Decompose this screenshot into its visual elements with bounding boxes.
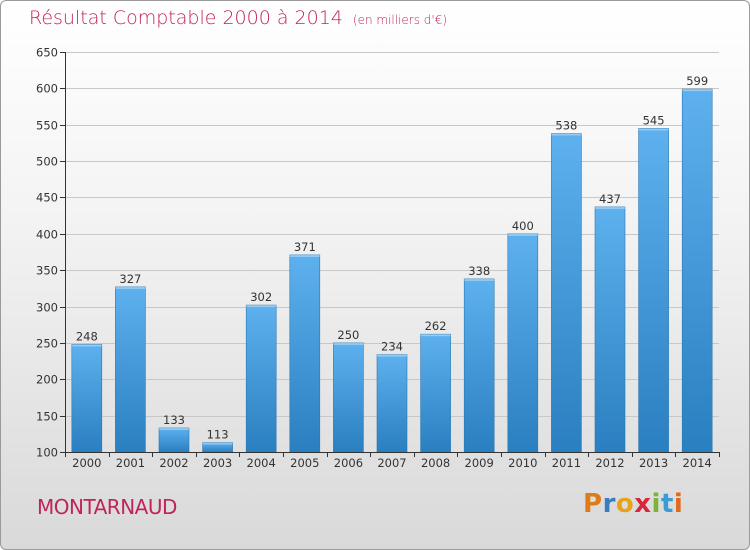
bar-2006 [333,342,364,453]
y-tick-label: 300 [36,301,58,315]
bar-highlight [246,305,277,308]
x-tick-label: 2007 [377,456,406,470]
y-tick-label: 200 [36,373,58,387]
y-tick-label: 450 [36,191,58,205]
bar-2004 [245,304,277,453]
bars [71,88,713,453]
y-tick-label: 400 [36,228,58,242]
data-label-2008: 262 [425,319,447,333]
x-tick-label: 2012 [595,456,624,470]
bar-2010 [507,233,539,453]
y-tick-label: 600 [36,82,58,96]
bar-highlight [333,342,364,345]
commune-name: MONTARNAUD [37,495,177,519]
y-tick-label: 350 [36,264,58,278]
logo-letter: x [634,489,652,519]
x-tick-label: 2014 [683,456,712,470]
bar-2009 [463,278,495,453]
data-label-2011: 538 [555,118,577,132]
x-tick-label: 2009 [465,456,494,470]
data-label-2012: 437 [599,192,621,206]
data-label-2001: 327 [119,272,141,286]
x-tick-label: 2004 [247,456,276,470]
bar-highlight [420,334,451,337]
x-tick-label: 2010 [508,456,537,470]
bar-2007 [376,354,408,453]
x-tick-label: 2000 [72,456,101,470]
bar-highlight [115,286,146,289]
bar-highlight [638,128,669,131]
bar-2008 [420,333,451,453]
data-label-2007: 234 [381,340,403,354]
logo-letter: t [660,489,674,519]
y-tick-label: 150 [36,410,58,424]
x-tick-label: 2002 [159,456,188,470]
chart-title: Résultat Comptable 2000 à 2014 (en millie… [29,7,447,29]
logo-letter: i [651,489,661,519]
chart-unit: (en milliers d'€) [352,13,448,27]
bar-2011 [551,133,582,453]
bar-2005 [289,254,321,453]
x-tick-label: 2006 [334,456,363,470]
bar-highlight [159,428,189,430]
bar-highlight [202,442,233,445]
logo-letter: i [673,489,684,519]
x-tick-label: 2003 [203,456,232,470]
bar-highlight [551,133,582,136]
logo-letter: o [615,489,635,519]
y-tick-label: 550 [36,119,58,133]
data-label-2014: 599 [686,74,708,88]
bar-2012 [594,206,626,453]
bar-highlight [507,233,538,236]
chart-title-text: Résultat Comptable 2000 à 2014 [29,7,343,29]
data-label-2000: 248 [76,329,98,343]
data-label-2003: 113 [207,428,229,442]
logo-letter: P [583,489,603,519]
bar-2002 [158,427,190,453]
bar-highlight [377,354,407,357]
axes [60,52,720,457]
x-tick-label: 2005 [290,456,319,470]
data-label-2005: 371 [294,240,316,254]
data-label-2010: 400 [512,219,534,233]
y-tick-label: 500 [36,155,58,169]
x-tick-label: 2013 [639,456,668,470]
x-tick-label: 2011 [552,456,581,470]
bar-2001 [115,286,146,453]
x-tick-label: 2001 [116,456,145,470]
y-tick-label: 100 [36,446,58,460]
bar-highlight [464,278,495,281]
data-label-2009: 338 [468,264,490,278]
bar-highlight [71,344,102,347]
y-tick-label: 250 [36,337,58,351]
bar-highlight [289,254,320,257]
bar-highlight [682,89,713,92]
x-tick-label: 2008 [421,456,450,470]
y-tick-label: 650 [36,46,58,60]
bar-2014 [681,88,713,453]
bar-2000 [71,344,103,453]
labels: 100 150 200 250 300 350 400 450 500 550 600 650 248 2… [36,46,712,471]
data-label-2013: 545 [643,113,665,127]
data-label-2002: 133 [163,413,185,427]
proxiti-logo: Proxiti [583,489,683,519]
bar-2013 [638,128,669,453]
data-label-2006: 250 [337,328,359,342]
bar-highlight [595,206,625,209]
logo-letter: r [602,489,616,519]
data-label-2004: 302 [250,290,272,304]
